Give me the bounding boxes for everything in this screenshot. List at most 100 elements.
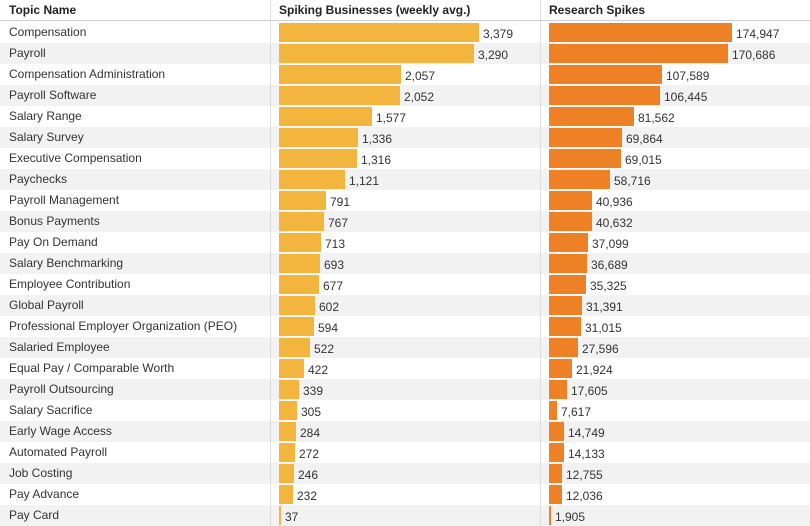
businesses-value-label: 602 <box>319 300 340 314</box>
research-value-label: 36,689 <box>591 258 628 272</box>
topic-name: Payroll Software <box>9 88 97 102</box>
research-value-label: 17,605 <box>571 384 608 398</box>
table-row[interactable]: Global Payroll 602 31,391 <box>0 295 810 316</box>
column-divider <box>540 0 541 526</box>
research-bar <box>549 107 634 126</box>
research-value-label: 21,924 <box>576 363 613 377</box>
table-row[interactable]: Pay Card 37 1,905 <box>0 505 810 526</box>
table-row[interactable]: Professional Employer Organization (PEO)… <box>0 316 810 337</box>
research-bar <box>549 275 586 294</box>
research-value-label: 31,015 <box>585 321 622 335</box>
topic-name: Executive Compensation <box>9 151 142 165</box>
topic-name: Pay On Demand <box>9 235 98 249</box>
businesses-bar <box>279 443 295 462</box>
research-value-label: 106,445 <box>664 90 708 104</box>
table-row[interactable]: Payroll Management 791 40,936 <box>0 190 810 211</box>
research-value-label: 107,589 <box>666 69 710 83</box>
businesses-value-label: 3,379 <box>483 27 514 41</box>
table-row[interactable]: Equal Pay / Comparable Worth 422 21,924 <box>0 358 810 379</box>
businesses-bar <box>279 212 324 231</box>
research-value-label: 170,686 <box>732 48 776 62</box>
table-row[interactable]: Executive Compensation 1,316 69,015 <box>0 148 810 169</box>
businesses-bar <box>279 191 326 210</box>
topic-name: Payroll Outsourcing <box>9 382 114 396</box>
header-topic-name[interactable]: Topic Name <box>0 0 270 21</box>
table-row[interactable]: Compensation Administration 2,057 107,589 <box>0 64 810 85</box>
businesses-bar <box>279 275 319 294</box>
topic-name: Payroll Management <box>9 193 120 207</box>
table-row[interactable]: Pay On Demand 713 37,099 <box>0 232 810 253</box>
topic-name: Automated Payroll <box>9 445 108 459</box>
table-row[interactable]: Bonus Payments 767 40,632 <box>0 211 810 232</box>
research-value-label: 12,755 <box>566 468 603 482</box>
research-bar <box>549 170 610 189</box>
table-row[interactable]: Pay Advance 232 12,036 <box>0 484 810 505</box>
table-body: Compensation 3,379 174,947 Payroll 3,290 170,… <box>0 22 810 526</box>
topic-name: Professional Employer Organization (PEO) <box>9 319 238 333</box>
businesses-value-label: 693 <box>324 258 345 272</box>
businesses-bar <box>279 254 320 273</box>
businesses-value-label: 767 <box>328 216 349 230</box>
table-row[interactable]: Compensation 3,379 174,947 <box>0 22 810 43</box>
businesses-value-label: 1,336 <box>362 132 393 146</box>
businesses-value-label: 522 <box>314 342 335 356</box>
businesses-value-label: 422 <box>308 363 329 377</box>
table-row[interactable]: Payroll Outsourcing 339 17,605 <box>0 379 810 400</box>
research-value-label: 58,716 <box>614 174 651 188</box>
table-row[interactable]: Salary Sacrifice 305 7,617 <box>0 400 810 421</box>
research-bar <box>549 65 662 84</box>
table-row[interactable]: Job Costing 246 12,755 <box>0 463 810 484</box>
research-bar <box>549 338 578 357</box>
research-value-label: 1,905 <box>555 510 586 524</box>
research-bar <box>549 233 588 252</box>
topic-name: Salary Sacrifice <box>9 403 93 417</box>
businesses-bar <box>279 422 296 441</box>
businesses-bar <box>279 149 357 168</box>
table-row[interactable]: Employee Contribution 677 35,325 <box>0 274 810 295</box>
businesses-value-label: 305 <box>301 405 322 419</box>
table-row[interactable]: Automated Payroll 272 14,133 <box>0 442 810 463</box>
businesses-bar <box>279 86 400 105</box>
research-bar <box>549 506 551 525</box>
businesses-bar <box>279 317 314 336</box>
businesses-value-label: 272 <box>299 447 320 461</box>
research-value-label: 7,617 <box>561 405 592 419</box>
businesses-bar <box>279 170 345 189</box>
businesses-value-label: 232 <box>297 489 318 503</box>
table-row[interactable]: Salary Survey 1,336 69,864 <box>0 127 810 148</box>
businesses-value-label: 246 <box>298 468 319 482</box>
research-value-label: 40,936 <box>596 195 633 209</box>
research-value-label: 27,596 <box>582 342 619 356</box>
topic-name: Pay Card <box>9 508 60 522</box>
table-row[interactable]: Salaried Employee 522 27,596 <box>0 337 810 358</box>
research-bar <box>549 443 564 462</box>
topic-name: Salary Survey <box>9 130 84 144</box>
research-bar <box>549 317 581 336</box>
header-spiking-businesses[interactable]: Spiking Businesses (weekly avg.) <box>270 0 540 21</box>
column-divider <box>270 0 271 526</box>
businesses-bar <box>279 107 372 126</box>
businesses-bar <box>279 338 310 357</box>
table-row[interactable]: Salary Range 1,577 81,562 <box>0 106 810 127</box>
businesses-value-label: 713 <box>325 237 346 251</box>
businesses-bar <box>279 44 474 63</box>
table-row[interactable]: Payroll 3,290 170,686 <box>0 43 810 64</box>
research-value-label: 14,749 <box>568 426 605 440</box>
table-row[interactable]: Salary Benchmarking 693 36,689 <box>0 253 810 274</box>
research-bar <box>549 296 582 315</box>
table-row[interactable]: Payroll Software 2,052 106,445 <box>0 85 810 106</box>
research-bar <box>549 191 592 210</box>
businesses-bar <box>279 128 358 147</box>
businesses-bar <box>279 233 321 252</box>
businesses-bar <box>279 401 297 420</box>
research-value-label: 35,325 <box>590 279 627 293</box>
topic-name: Compensation Administration <box>9 67 166 81</box>
research-value-label: 40,632 <box>596 216 633 230</box>
header-research-spikes[interactable]: Research Spikes <box>540 0 810 21</box>
research-bar <box>549 359 572 378</box>
table-row[interactable]: Early Wage Access 284 14,749 <box>0 421 810 442</box>
table-row[interactable]: Paychecks 1,121 58,716 <box>0 169 810 190</box>
research-bar <box>549 380 567 399</box>
research-value-label: 12,036 <box>566 489 603 503</box>
